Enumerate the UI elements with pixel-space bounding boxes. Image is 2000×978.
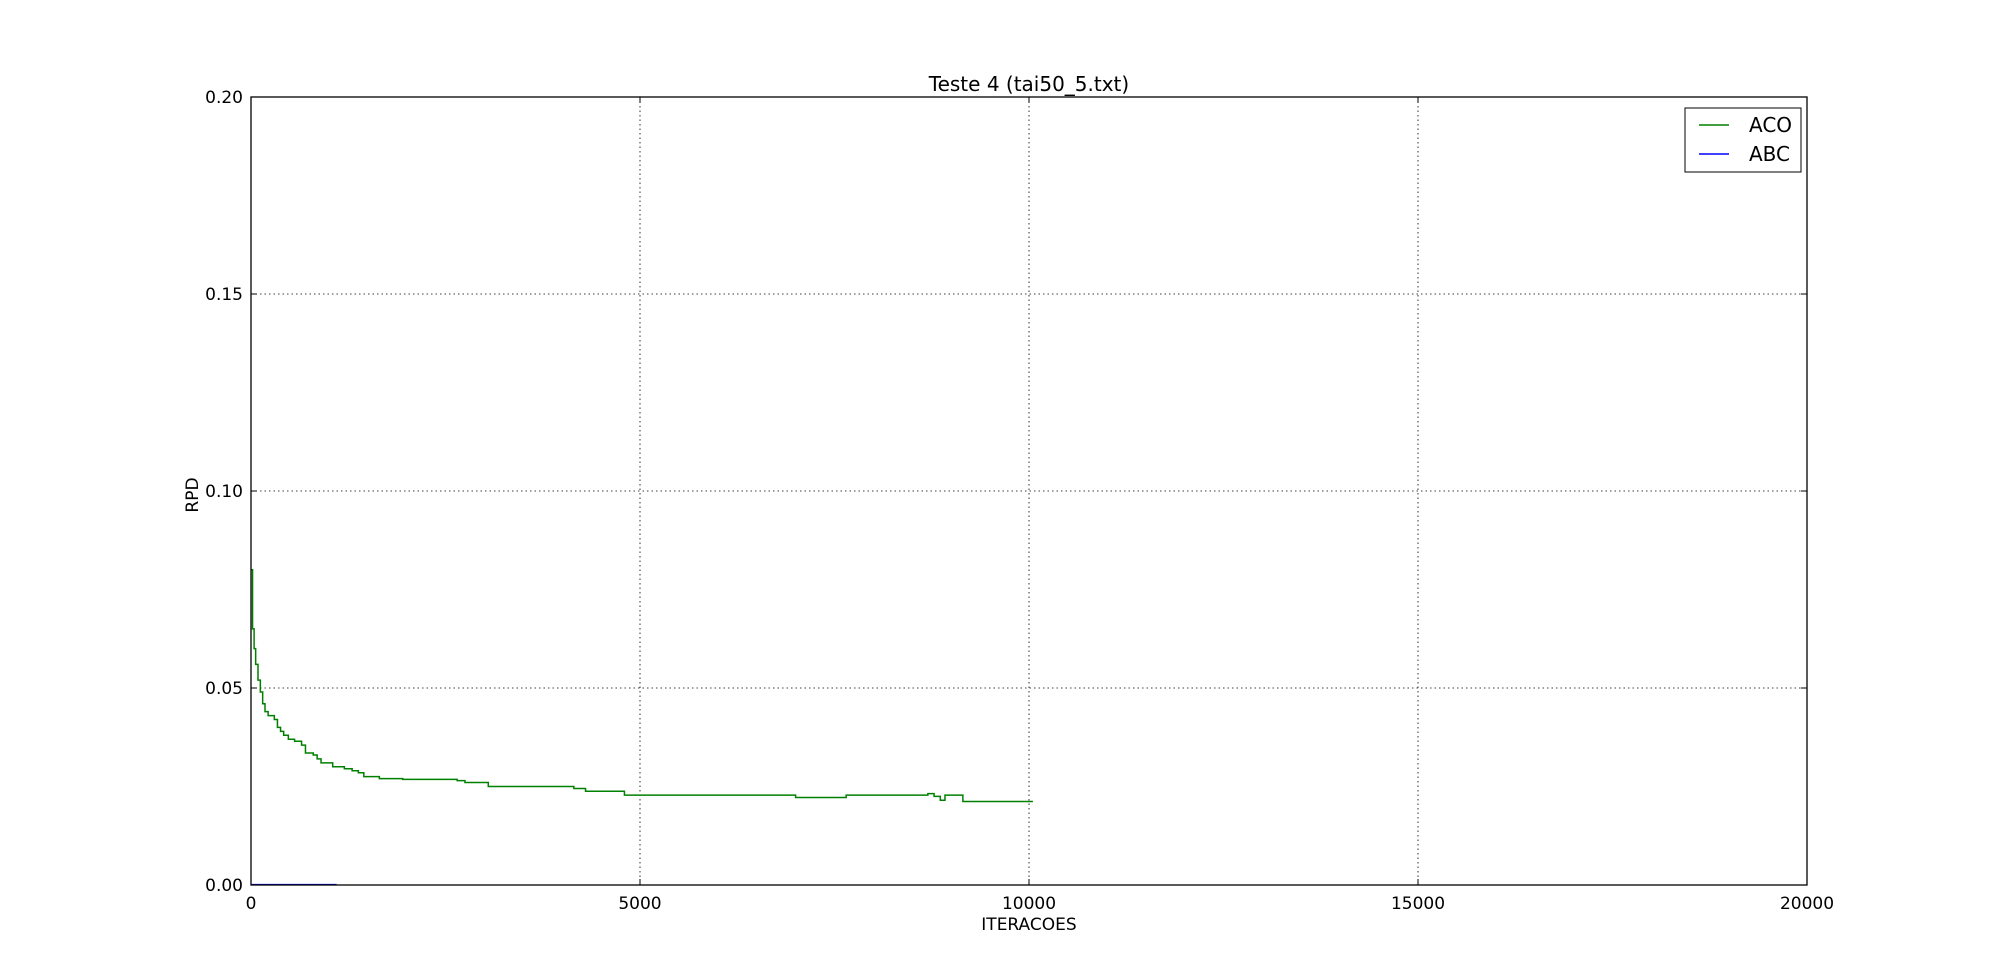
x-tick-label: 0 [246, 894, 257, 914]
x-tick-label: 5000 [618, 894, 661, 914]
grid-lines [251, 97, 1807, 885]
y-axis-label: RPD [183, 477, 203, 512]
x-tick-label: 15000 [1391, 894, 1445, 914]
legend-box [1684, 107, 1802, 173]
legend-label-aco: ACO [1749, 113, 1792, 137]
series-line-aco [251, 569, 1033, 803]
x-tick-label: 10000 [1002, 894, 1056, 914]
chart-title: Teste 4 (tai50_5.txt) [928, 72, 1129, 96]
y-tick-label: 0.10 [205, 482, 243, 502]
legend-label-abc: ABC [1749, 142, 1790, 166]
y-tick-label: 0.05 [205, 679, 243, 699]
x-axis-label: ITERACOES [981, 915, 1076, 935]
y-tick-label: 0.15 [205, 285, 243, 305]
y-tick-label: 0.00 [205, 876, 243, 896]
axis-ticks: 0 5000 10000 15000 20000 0.00 0.05 0.10 0.15 0.20 [205, 88, 1834, 914]
x-tick-label: 20000 [1780, 894, 1834, 914]
legend: ACO ABC [1684, 107, 1802, 173]
y-tick-label: 0.20 [205, 88, 243, 108]
